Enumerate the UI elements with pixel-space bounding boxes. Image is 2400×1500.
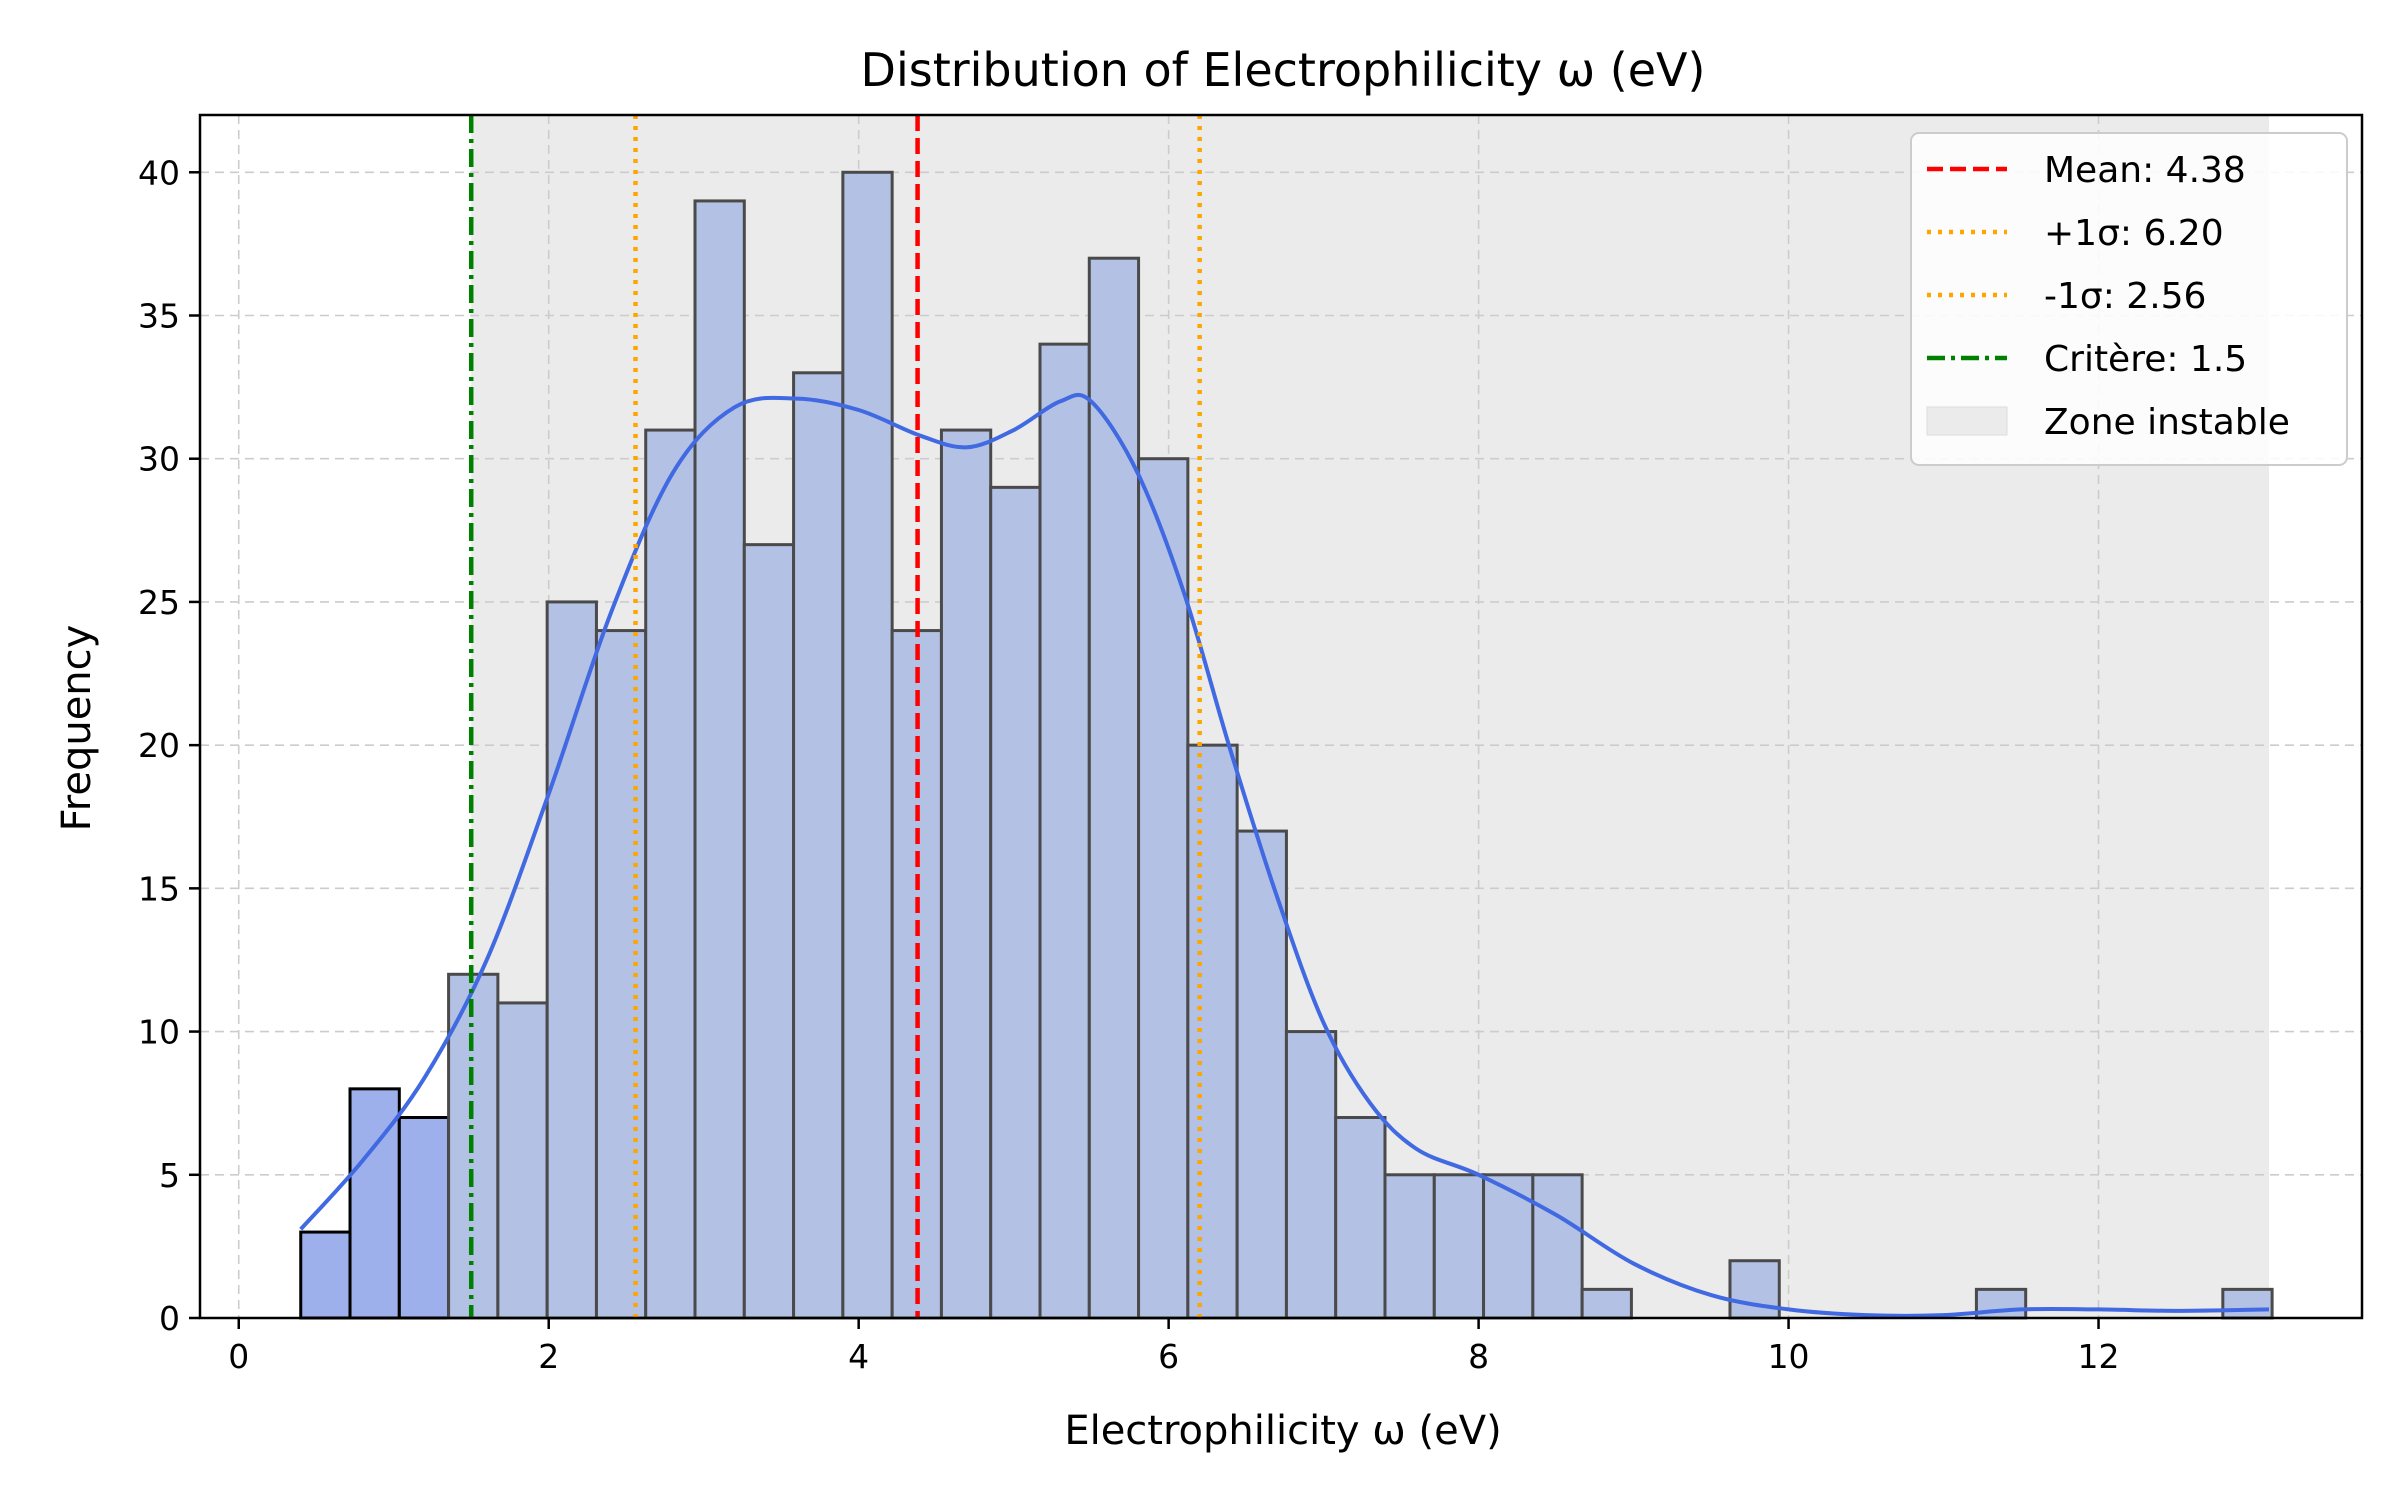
histogram-bar <box>496 1001 549 1320</box>
histogram-bar <box>1580 1287 1633 1320</box>
legend-box <box>1910 132 2348 466</box>
histogram-bar <box>1284 1030 1338 1320</box>
histogram-bar <box>1137 457 1190 1320</box>
histogram-bar <box>1432 1173 1486 1320</box>
y-tick-label: 30 <box>138 440 180 479</box>
y-tick-label: 40 <box>138 153 180 192</box>
y-tick-label: 15 <box>138 869 180 908</box>
chart-title: Distribution of Electrophilicity ω (eV) <box>861 43 1706 97</box>
x-tick-label: 10 <box>1768 1337 1810 1376</box>
legend-swatch <box>1926 406 2008 436</box>
y-axis-label: Frequency <box>54 625 100 832</box>
x-tick-label: 8 <box>1468 1337 1489 1376</box>
y-tick-label: 10 <box>138 1013 180 1052</box>
histogram-bar <box>1038 342 1091 1320</box>
legend-label: Mean: 4.38 <box>2044 150 2246 191</box>
kde-curve <box>299 392 2270 1318</box>
histogram-bar <box>742 543 796 1320</box>
x-tick-label: 0 <box>228 1337 249 1376</box>
histogram-bar <box>594 629 648 1320</box>
histogram-bar <box>545 600 598 1320</box>
histogram-bar <box>792 371 845 1320</box>
histogram-bar <box>1383 1173 1436 1320</box>
histogram-bar <box>644 428 697 1320</box>
histogram-bar <box>1334 1116 1387 1320</box>
histogram-bar <box>1087 256 1141 1320</box>
legend-label: Critère: 1.5 <box>2044 339 2247 380</box>
y-tick-label: 0 <box>159 1299 180 1338</box>
legend-label: Zone instable <box>2044 402 2290 443</box>
axes: 0 2 4 6 8 10 12 0 5 10 15 20 25 30 35 40 <box>138 113 2364 1376</box>
y-tick-label: 20 <box>138 726 180 765</box>
histogram-bar <box>397 1116 451 1320</box>
y-tick-label: 35 <box>138 297 180 336</box>
histogram-bar <box>1728 1259 1781 1320</box>
x-tick-label: 6 <box>1158 1337 1179 1376</box>
histogram-bar <box>1186 743 1239 1320</box>
x-axis-label: Electrophilicity ω (eV) <box>1064 1408 1501 1454</box>
legend-label: -1σ: 2.56 <box>2044 276 2206 317</box>
histogram-bar <box>2221 1287 2274 1320</box>
legend: Mean: 4.38 +1σ: 6.20 -1σ: 2.56 Critère: 1.5… <box>1910 132 2348 466</box>
x-tick-label: 12 <box>2078 1337 2120 1376</box>
histogram-bar <box>989 485 1042 1320</box>
histogram-bar <box>1531 1173 1584 1320</box>
plot-frame <box>198 113 2364 1320</box>
legend-label: +1σ: 6.20 <box>2044 213 2224 254</box>
y-tick-label: 25 <box>138 583 180 622</box>
x-tick-label: 4 <box>848 1337 869 1376</box>
histogram-bar <box>939 428 993 1320</box>
histogram-bar <box>841 170 894 1320</box>
x-tick-label: 2 <box>538 1337 559 1376</box>
y-tick-label: 5 <box>159 1156 180 1195</box>
histogram-bar <box>693 199 746 1320</box>
histogram-bar <box>299 1230 352 1320</box>
